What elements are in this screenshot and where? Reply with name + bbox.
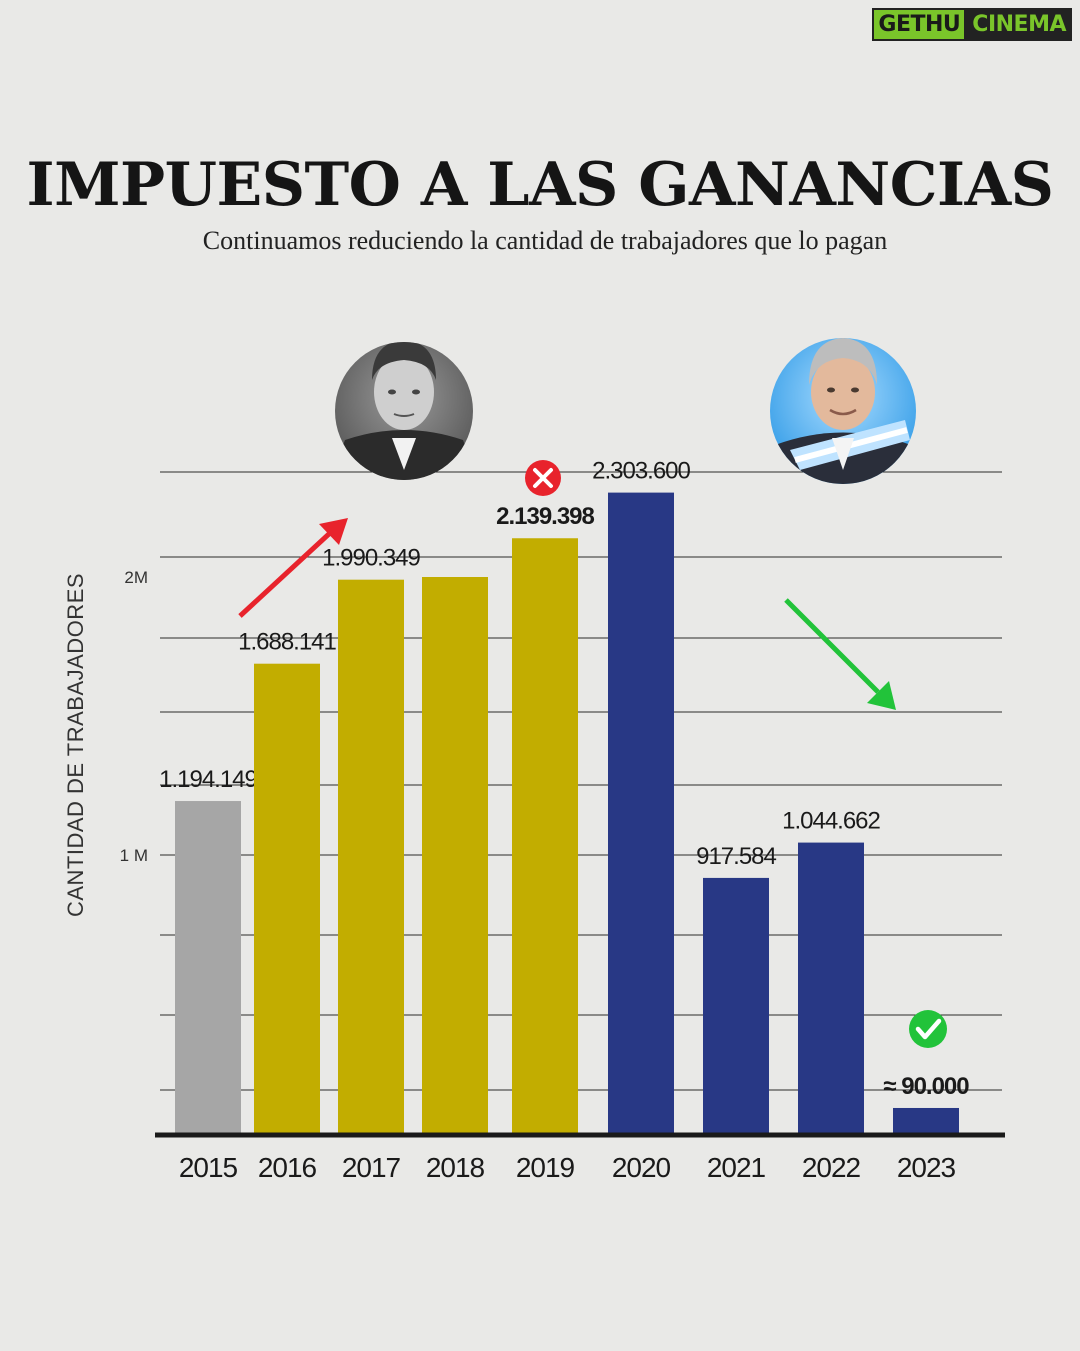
bar-2016 [254,663,320,1133]
x-tick-label: 2023 [897,1152,956,1183]
bar-2020 [608,492,674,1133]
bar-2022 [798,842,864,1133]
x-tick-label: 2017 [342,1152,401,1183]
bar-2023 [893,1107,959,1133]
page-subtitle: Continuamos reduciendo la cantidad de tr… [202,226,888,255]
bar-2019 [512,538,578,1133]
data-label-2017: 1.990.349 [322,545,420,572]
bar-2021 [703,877,769,1133]
data-label-2019: 2.139.398 [496,503,594,530]
green-check-circle-icon [909,1010,947,1048]
data-label-2015: 1.194.149 [159,766,257,793]
x-tick-label: 2022 [802,1152,861,1183]
bar-2015 [175,801,241,1133]
x-mark-icon [533,468,553,488]
y-tick-label: 2M [124,568,148,587]
page-title: IMPUESTO A LAS GANANCIAS [26,150,1054,220]
y-tick-label: 1 M [120,846,148,865]
check-mark-icon [915,1018,942,1040]
green-down-arrow-head-icon [867,681,896,710]
red-up-arrow-icon [238,531,332,618]
red-up-arrow-head-icon [319,518,348,545]
bar-2017 [338,579,404,1133]
portrait-left-figure [335,342,473,480]
data-label-2021: 917.584 [696,843,776,870]
x-tick-label: 2015 [179,1152,238,1183]
watermark-right: CINEMA [966,8,1072,41]
watermark-logo: GETHU CINEMA [872,8,1072,41]
x-tick-label: 2020 [612,1152,671,1183]
data-label-2023: ≈ 90.000 [883,1073,969,1100]
x-tick-label: 2019 [516,1152,575,1183]
data-label-2020: 2.303.600 [592,458,690,485]
data-label-2022: 1.044.662 [782,808,880,835]
x-tick-label: 2018 [426,1152,485,1183]
green-down-arrow-icon [784,598,880,694]
x-tick-label: 2016 [258,1152,317,1183]
x-tick-label: 2021 [707,1152,766,1183]
bar-2018 [422,577,488,1133]
data-label-2016: 1.688.141 [238,629,336,656]
watermark-left: GETHU [872,8,967,41]
